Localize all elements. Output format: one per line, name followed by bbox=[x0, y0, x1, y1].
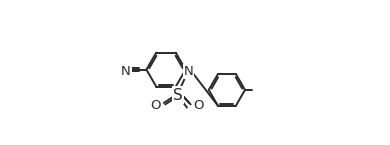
Text: S: S bbox=[173, 88, 183, 103]
Text: O: O bbox=[193, 99, 204, 112]
Text: N: N bbox=[184, 65, 193, 78]
Text: O: O bbox=[151, 99, 161, 112]
Text: N: N bbox=[121, 65, 131, 78]
